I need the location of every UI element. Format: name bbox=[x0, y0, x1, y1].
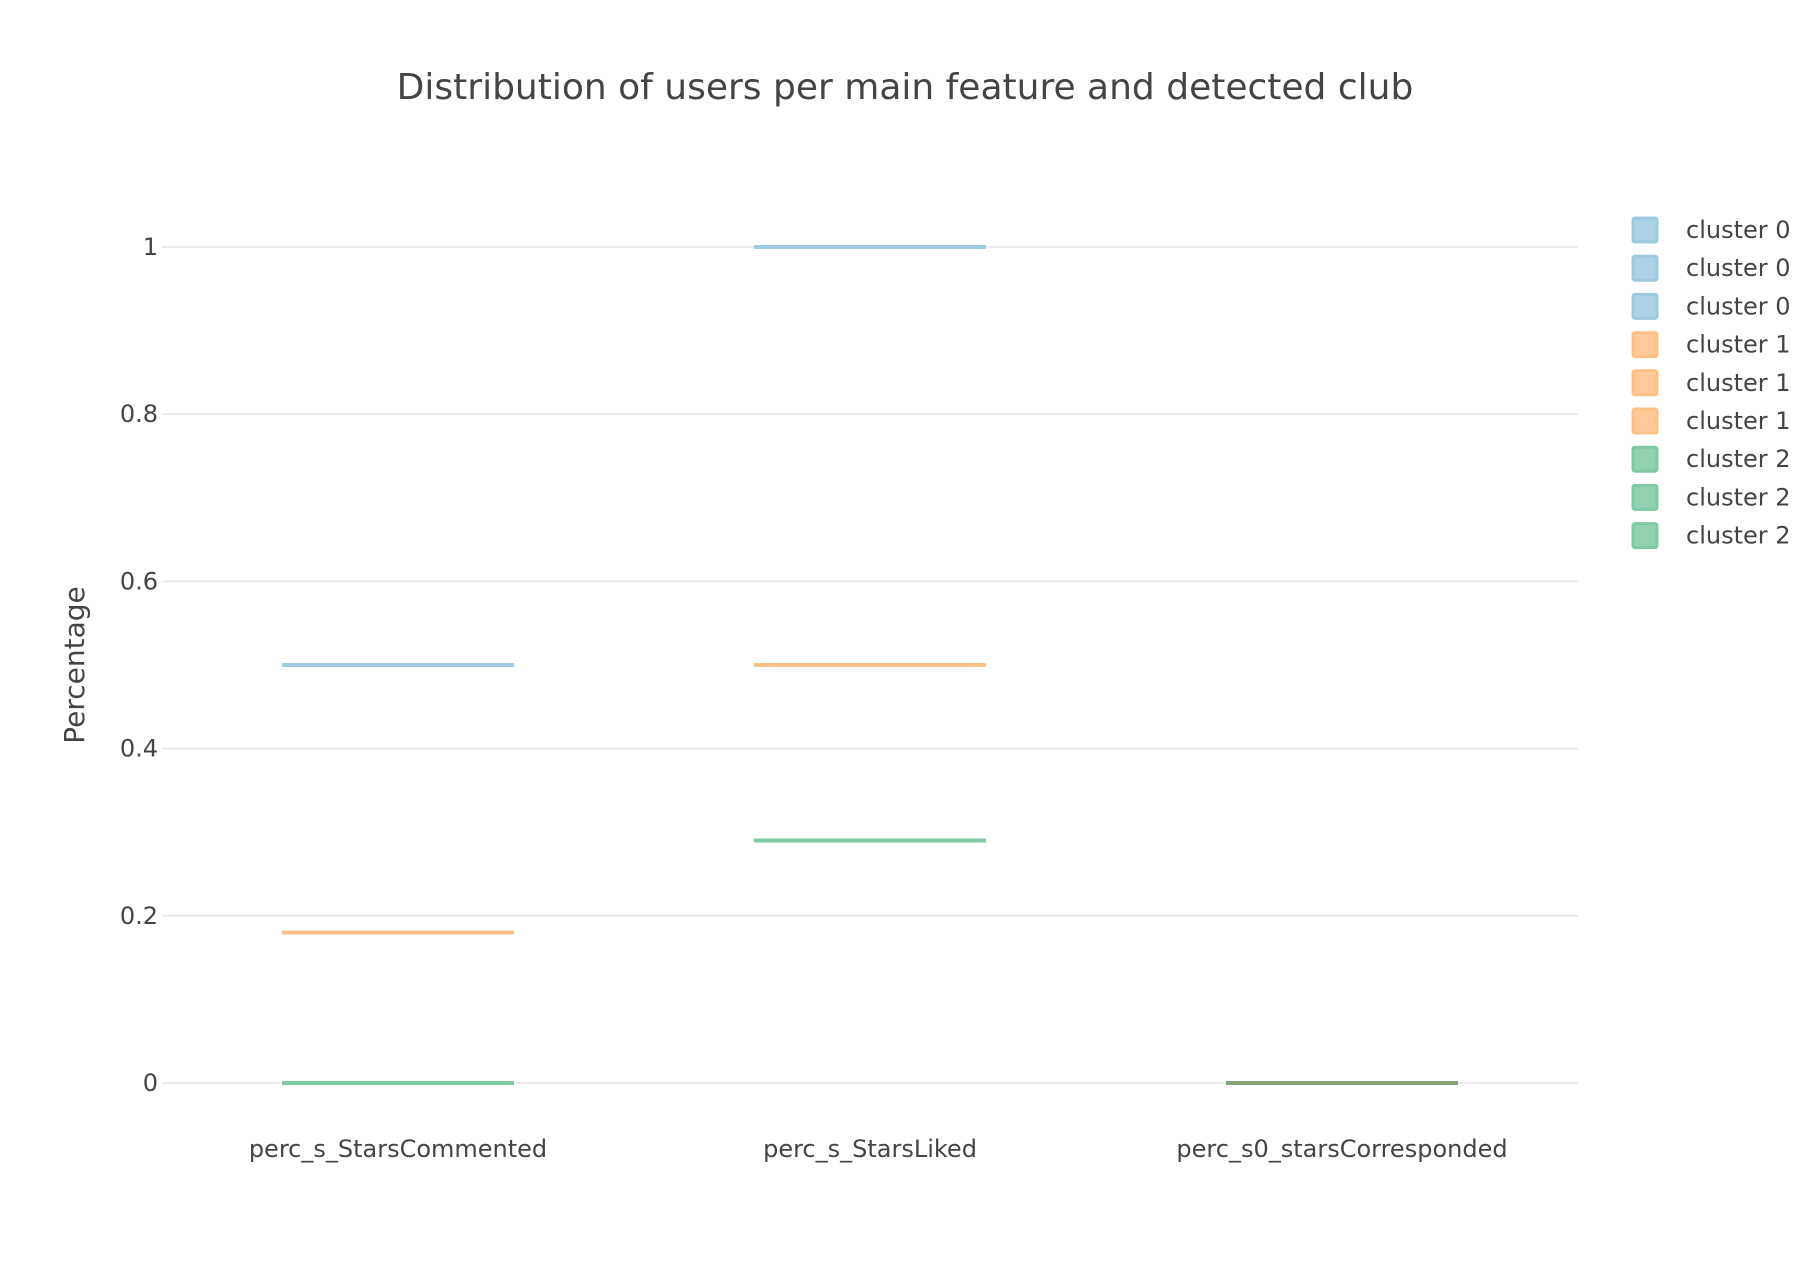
legend-label: cluster 2 bbox=[1686, 483, 1791, 511]
legend-swatch bbox=[1631, 445, 1659, 473]
x-tick-label: perc_s_StarsLiked bbox=[763, 1135, 977, 1163]
legend-item[interactable]: cluster 1 bbox=[1631, 407, 1791, 435]
legend-item[interactable]: cluster 0 bbox=[1631, 292, 1791, 320]
legend-swatch bbox=[1631, 369, 1659, 397]
legend-label: cluster 1 bbox=[1686, 331, 1791, 359]
y-tick-label: 0.6 bbox=[120, 567, 158, 595]
x-tick-label: perc_s0_starsCorresponded bbox=[1176, 1135, 1507, 1163]
box-marks bbox=[282, 245, 1458, 1085]
legend-swatch bbox=[1631, 292, 1659, 320]
legend-item[interactable]: cluster 1 bbox=[1631, 331, 1791, 359]
legend-label: cluster 1 bbox=[1686, 407, 1791, 435]
legend-label: cluster 0 bbox=[1686, 216, 1791, 244]
legend-label: cluster 1 bbox=[1686, 369, 1791, 397]
legend-item[interactable]: cluster 2 bbox=[1631, 483, 1791, 511]
legend-item[interactable]: cluster 0 bbox=[1631, 216, 1791, 244]
legend-swatch bbox=[1631, 483, 1659, 511]
legend-label: cluster 0 bbox=[1686, 292, 1791, 320]
x-tick-label: perc_s_StarsCommented bbox=[249, 1135, 547, 1163]
y-axis-tick-labels: 0 0.2 0.4 0.6 0.8 1 bbox=[120, 233, 158, 1097]
x-axis-tick-labels: perc_s_StarsCommented perc_s_StarsLiked pe… bbox=[249, 1135, 1508, 1163]
legend-label: cluster 2 bbox=[1686, 522, 1791, 550]
legend-item[interactable]: cluster 2 bbox=[1631, 522, 1791, 550]
legend-swatch bbox=[1631, 407, 1659, 435]
legend-item[interactable]: cluster 2 bbox=[1631, 445, 1791, 473]
y-tick-label: 0.2 bbox=[120, 902, 158, 930]
legend-item[interactable]: cluster 1 bbox=[1631, 369, 1791, 397]
legend-label: cluster 0 bbox=[1686, 254, 1791, 282]
legend-swatch bbox=[1631, 331, 1659, 359]
legend-swatch bbox=[1631, 216, 1659, 244]
legend-label: cluster 2 bbox=[1686, 445, 1791, 473]
chart-title: Distribution of users per main feature a… bbox=[397, 67, 1414, 108]
legend-swatch bbox=[1631, 522, 1659, 550]
y-tick-label: 0.4 bbox=[120, 735, 158, 763]
y-tick-label: 1 bbox=[143, 233, 158, 261]
legend-swatch bbox=[1631, 254, 1659, 282]
y-tick-label: 0.8 bbox=[120, 400, 158, 428]
y-axis-title: Percentage bbox=[58, 586, 91, 744]
legend[interactable]: cluster 0 cluster 0 cluster 0 cluster 1 clus… bbox=[1631, 216, 1791, 550]
legend-item[interactable]: cluster 0 bbox=[1631, 254, 1791, 282]
y-tick-label: 0 bbox=[143, 1069, 158, 1097]
